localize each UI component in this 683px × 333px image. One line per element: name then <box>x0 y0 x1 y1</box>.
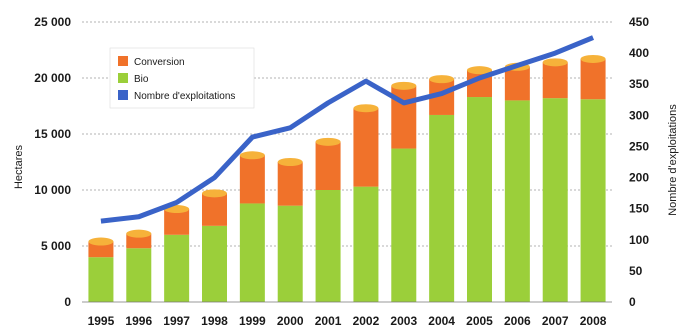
bar-bio-1995 <box>88 257 114 302</box>
bar-top-cap-1995 <box>88 237 114 246</box>
bar-bio-2005 <box>467 97 492 302</box>
bar-bio-2008 <box>580 99 606 302</box>
x-tick-label: 2000 <box>277 314 304 328</box>
bar-top-cap-2001 <box>315 137 341 146</box>
x-tick-label: 2006 <box>504 314 531 328</box>
bar-conversion-2000 <box>277 162 303 206</box>
bar-conversion-1999 <box>239 155 265 204</box>
bar-conversion-2008 <box>580 58 606 100</box>
x-tick-label: 2001 <box>315 314 342 328</box>
bar-top-cap-2008 <box>580 54 606 63</box>
bar-top-cap-2003 <box>391 81 417 90</box>
bar-bio-2003 <box>391 148 417 302</box>
bar-top-cap-2007 <box>542 58 568 67</box>
legend-swatch <box>118 73 128 83</box>
axes: 0 5 000 10 000 15 000 20 000 25 000 0 50 100 150 2… <box>34 15 649 328</box>
y-tick-label: 0 <box>64 295 71 309</box>
x-tick-label: 2008 <box>580 314 607 328</box>
bar-top-cap-1996 <box>126 229 152 238</box>
bar-bio-1996 <box>126 248 152 302</box>
bars <box>88 54 606 303</box>
farm-count-line <box>100 35 595 224</box>
x-tick-label: 1999 <box>239 314 266 328</box>
legend-swatch <box>118 90 128 100</box>
y2-tick-label: 0 <box>629 295 636 309</box>
bar-bio-2007 <box>542 98 568 302</box>
bar-top-cap-2002 <box>353 104 379 113</box>
x-tick-label: 1996 <box>125 314 152 328</box>
x-tick-label: 2007 <box>542 314 569 328</box>
bar-top-cap-2004 <box>429 75 455 84</box>
y2-tick-label: 250 <box>629 139 649 153</box>
y-tick-label: 5 000 <box>41 239 71 253</box>
x-tick-label: 1997 <box>163 314 190 328</box>
bar-conversion-2007 <box>542 62 568 99</box>
y-axis-title: Hectares <box>13 144 25 189</box>
bar-bio-2001 <box>315 190 341 302</box>
legend-swatch <box>118 56 128 66</box>
bar-bio-2000 <box>277 205 303 302</box>
legend-label: Bio <box>134 74 149 85</box>
legend-label: Nombre d'exploitations <box>134 91 235 102</box>
x-tick-label: 2002 <box>353 314 380 328</box>
y2-tick-label: 350 <box>629 77 649 91</box>
bar-conversion-1998 <box>202 193 227 226</box>
y2-tick-label: 300 <box>629 108 649 122</box>
bar-bio-1999 <box>239 203 265 302</box>
legend-box <box>109 47 255 109</box>
bar-bio-1998 <box>202 225 227 302</box>
legend: Conversion Bio Nombre d'exploitations <box>109 47 255 109</box>
y2-tick-label: 450 <box>629 15 649 29</box>
bar-conversion-2006 <box>504 66 530 101</box>
y2-axis-title: Nombre d'exploitations <box>667 104 679 216</box>
bar-top-cap-1998 <box>202 189 227 198</box>
line-nombre-exploitations <box>100 35 595 224</box>
bar-bio-2006 <box>504 100 530 303</box>
y-tick-label: 25 000 <box>34 15 71 29</box>
bar-bio-1997 <box>164 234 190 302</box>
bar-conversion-2002 <box>353 108 379 187</box>
y2-tick-label: 150 <box>629 202 649 216</box>
bar-top-cap-2005 <box>467 66 492 75</box>
bar-top-cap-1999 <box>239 151 265 160</box>
y2-tick-label: 200 <box>629 171 649 185</box>
y-tick-label: 10 000 <box>34 183 71 197</box>
bar-top-cap-2000 <box>277 158 303 166</box>
y-tick-label: 15 000 <box>34 127 71 141</box>
legend-label: Conversion <box>134 57 185 68</box>
x-tick-label: 1998 <box>201 314 228 328</box>
y2-tick-label: 400 <box>629 46 649 60</box>
x-tick-label: 2003 <box>390 314 417 328</box>
bar-bio-2004 <box>429 114 455 303</box>
y-tick-label: 20 000 <box>34 71 71 85</box>
y2-tick-label: 50 <box>629 264 643 278</box>
bar-conversion-1997 <box>164 209 190 235</box>
bar-conversion-1995 <box>88 241 114 258</box>
bar-conversion-1996 <box>126 233 152 249</box>
x-tick-label: 1995 <box>88 314 115 328</box>
x-tick-label: 2005 <box>466 314 493 328</box>
x-tick-label: 2004 <box>428 314 455 328</box>
y2-tick-label: 100 <box>629 233 649 247</box>
bar-bio-2002 <box>353 186 379 302</box>
bar-conversion-2001 <box>315 141 341 190</box>
